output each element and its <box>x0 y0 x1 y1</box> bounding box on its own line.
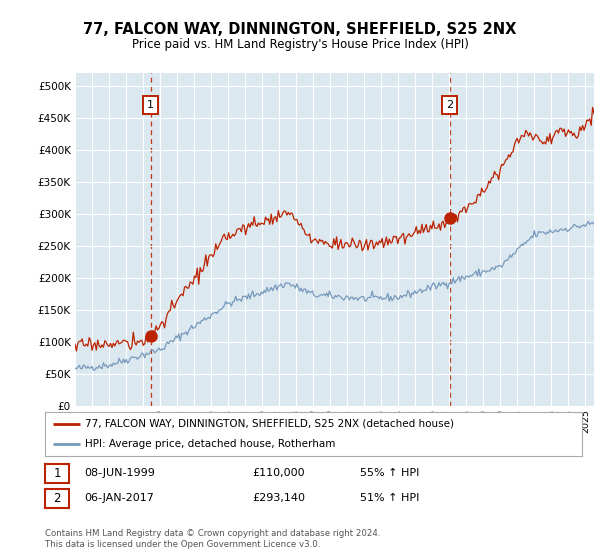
Text: 06-JAN-2017: 06-JAN-2017 <box>84 493 154 503</box>
Text: 55% ↑ HPI: 55% ↑ HPI <box>360 468 419 478</box>
Text: HPI: Average price, detached house, Rotherham: HPI: Average price, detached house, Roth… <box>85 439 335 449</box>
Text: 2: 2 <box>53 492 61 505</box>
Text: 77, FALCON WAY, DINNINGTON, SHEFFIELD, S25 2NX: 77, FALCON WAY, DINNINGTON, SHEFFIELD, S… <box>83 22 517 38</box>
Text: 08-JUN-1999: 08-JUN-1999 <box>84 468 155 478</box>
Text: 2: 2 <box>446 100 453 110</box>
Text: £293,140: £293,140 <box>252 493 305 503</box>
Text: 1: 1 <box>53 466 61 480</box>
Text: £110,000: £110,000 <box>252 468 305 478</box>
Text: Contains HM Land Registry data © Crown copyright and database right 2024.
This d: Contains HM Land Registry data © Crown c… <box>45 529 380 549</box>
Text: 1: 1 <box>147 100 154 110</box>
Text: 77, FALCON WAY, DINNINGTON, SHEFFIELD, S25 2NX (detached house): 77, FALCON WAY, DINNINGTON, SHEFFIELD, S… <box>85 419 454 429</box>
Text: Price paid vs. HM Land Registry's House Price Index (HPI): Price paid vs. HM Land Registry's House … <box>131 38 469 50</box>
Text: 51% ↑ HPI: 51% ↑ HPI <box>360 493 419 503</box>
